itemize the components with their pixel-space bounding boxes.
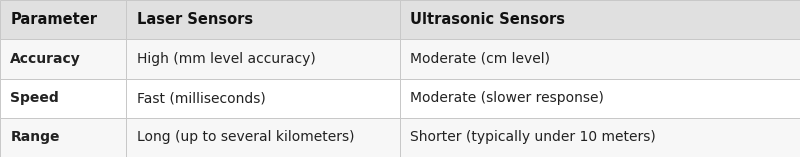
Text: Long (up to several kilometers): Long (up to several kilometers) [137,130,354,144]
Bar [400,78,800,118]
Text: High (mm level accuracy): High (mm level accuracy) [137,52,315,66]
Text: Accuracy: Accuracy [10,52,81,66]
Bar [400,39,800,78]
Bar [400,118,800,157]
Bar [126,78,400,118]
Text: Ultrasonic Sensors: Ultrasonic Sensors [410,12,566,27]
Bar [400,0,800,39]
Bar [0,78,126,118]
Bar [126,118,400,157]
Text: Speed: Speed [10,91,59,105]
Text: Laser Sensors: Laser Sensors [137,12,253,27]
Text: Parameter: Parameter [10,12,98,27]
Text: Moderate (cm level): Moderate (cm level) [410,52,550,66]
Text: Shorter (typically under 10 meters): Shorter (typically under 10 meters) [410,130,656,144]
Text: Fast (milliseconds): Fast (milliseconds) [137,91,266,105]
Bar [0,118,126,157]
Bar [0,0,126,39]
Bar [0,39,126,78]
Text: Moderate (slower response): Moderate (slower response) [410,91,604,105]
Bar [126,0,400,39]
Bar [126,39,400,78]
Text: Range: Range [10,130,60,144]
